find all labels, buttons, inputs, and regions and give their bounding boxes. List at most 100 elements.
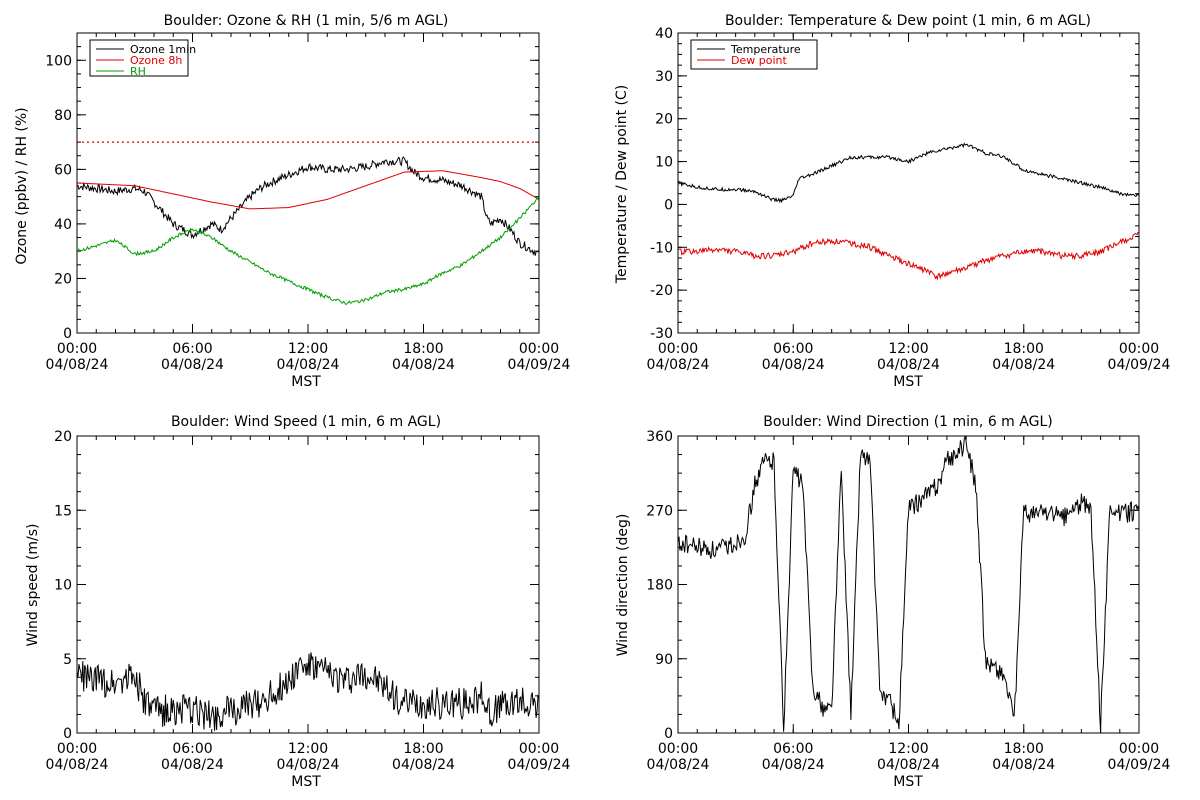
x-tick-label-time: 18:00: [403, 341, 443, 357]
y-tick-label: 20: [54, 429, 72, 445]
x-tick-label-date: 04/08/24: [992, 357, 1055, 373]
y-tick-label: 270: [646, 503, 673, 519]
legend-label-ozone-8h: Ozone 8h: [130, 54, 182, 67]
x-tick-label-time: 00:00: [57, 741, 97, 757]
axis-ticks: 02040608010000:0004/08/2406:0004/08/2412…: [45, 32, 571, 373]
x-tick-label-time: 12:00: [288, 741, 328, 757]
legend-box: [690, 39, 818, 70]
x-tick-label-time: 18:00: [1004, 741, 1044, 757]
plot-lines: [76, 652, 540, 731]
y-tick-label: 5: [63, 652, 72, 668]
x-tick-label-time: 06:00: [172, 741, 212, 757]
x-tick-label-date: 04/08/24: [46, 357, 109, 373]
y-tick-label: 0: [664, 726, 673, 742]
x-tick-label-date: 04/09/24: [1108, 757, 1171, 773]
x-tick-label-time: 00:00: [57, 341, 97, 357]
series-line-temperature: [677, 142, 1140, 204]
y-tick-label: 10: [54, 578, 72, 594]
legend-label-temperature: Temperature: [730, 43, 801, 56]
plot-lines: [76, 141, 540, 305]
x-tick-label-date: 04/08/24: [762, 357, 825, 373]
x-tick-label-time: 18:00: [1004, 341, 1044, 357]
plot-frame: [76, 435, 540, 734]
y-axis-label: Wind direction (deg): [615, 514, 631, 657]
y-axis-label: Temperature / Dew point (C): [614, 85, 630, 284]
x-tick-label-time: 00:00: [519, 341, 559, 357]
y-tick-label: 30: [655, 69, 673, 85]
x-tick-label-time: 00:00: [1119, 341, 1159, 357]
series-line-rh: [76, 195, 540, 305]
legend-box: [89, 39, 189, 77]
y-tick-label: 360: [646, 429, 673, 445]
series-line-ozone-1min: [76, 156, 540, 256]
chart-title: Boulder: Ozone & RH (1 min, 5/6 m AGL): [164, 13, 449, 29]
x-tick-label-time: 12:00: [288, 341, 328, 357]
y-tick-label: 60: [54, 162, 72, 178]
x-axis-label: MST: [291, 374, 321, 390]
x-axis-label: MST: [291, 774, 321, 790]
y-tick-label: 80: [54, 108, 72, 124]
x-tick-label-date: 04/08/24: [161, 357, 224, 373]
x-axis-label: MST: [893, 774, 923, 790]
axis-ticks: 0510152000:0004/08/2406:0004/08/2412:000…: [46, 429, 571, 773]
y-tick-label: 180: [646, 578, 673, 594]
x-tick-label-date: 04/09/24: [508, 757, 571, 773]
x-tick-label-date: 04/08/24: [277, 357, 340, 373]
y-tick-label: 40: [655, 26, 673, 42]
x-axis-label: MST: [893, 374, 923, 390]
x-tick-label-date: 04/09/24: [1108, 357, 1171, 373]
x-tick-label-time: 06:00: [773, 741, 813, 757]
x-tick-label-time: 06:00: [773, 341, 813, 357]
x-tick-label-date: 04/08/24: [647, 757, 710, 773]
x-tick-label-date: 04/08/24: [277, 757, 340, 773]
wind-direction-chart: Boulder: Wind Direction (1 min, 6 m AGL)…: [615, 414, 1171, 790]
y-axis-label: Wind speed (m/s): [25, 524, 41, 647]
legend-label-dew-point: Dew point: [731, 54, 787, 67]
x-tick-label-date: 04/08/24: [392, 757, 455, 773]
y-tick-label: 20: [54, 271, 72, 287]
x-tick-label-date: 04/08/24: [877, 357, 940, 373]
y-tick-label: -20: [650, 283, 673, 299]
temperature-dewpoint-chart: Boulder: Temperature & Dew point (1 min,…: [614, 13, 1171, 390]
y-tick-label: -30: [650, 326, 673, 342]
x-tick-label-time: 00:00: [658, 741, 698, 757]
axis-ticks: 09018027036000:0004/08/2406:0004/08/2412…: [646, 429, 1170, 773]
chart-title: Boulder: Temperature & Dew point (1 min,…: [725, 13, 1091, 29]
y-axis-label: Ozone (ppbv) / RH (%): [14, 107, 30, 264]
x-tick-label-date: 04/08/24: [392, 357, 455, 373]
x-tick-label-time: 12:00: [888, 741, 928, 757]
y-tick-label: 90: [655, 652, 673, 668]
legend: Temperature Dew point: [690, 39, 818, 70]
legend-label-ozone-1min: Ozone 1min: [130, 43, 196, 56]
y-tick-label: 10: [655, 155, 673, 171]
legend-label-rh: RH: [130, 65, 146, 78]
x-tick-label-date: 04/08/24: [992, 757, 1055, 773]
series-line-series-0: [677, 435, 1140, 733]
wind-speed-chart: Boulder: Wind Speed (1 min, 6 m AGL) Win…: [25, 414, 571, 790]
series-line-ozone-8h: [77, 170, 540, 210]
y-tick-label: 20: [655, 112, 673, 128]
x-tick-label-time: 00:00: [1119, 741, 1159, 757]
legend: Ozone 1min Ozone 8h RH: [89, 39, 196, 78]
plot-frame: [76, 32, 540, 334]
plot-lines: [677, 142, 1140, 281]
x-tick-label-date: 04/08/24: [762, 757, 825, 773]
axis-ticks: -30-20-1001020304000:0004/08/2406:0004/0…: [647, 26, 1171, 373]
x-tick-label-date: 04/09/24: [508, 357, 571, 373]
y-tick-label: 40: [54, 217, 72, 233]
x-tick-label-time: 06:00: [172, 341, 212, 357]
x-tick-label-date: 04/08/24: [161, 757, 224, 773]
series-line-series-0: [76, 652, 540, 731]
y-tick-label: 0: [63, 326, 72, 342]
x-tick-label-date: 04/08/24: [877, 757, 940, 773]
x-tick-label-date: 04/08/24: [46, 757, 109, 773]
y-tick-label: 15: [54, 503, 72, 519]
plot-frame: [677, 435, 1140, 734]
x-tick-label-time: 00:00: [658, 341, 698, 357]
chart-title: Boulder: Wind Direction (1 min, 6 m AGL): [763, 414, 1052, 430]
y-tick-label: 100: [45, 53, 72, 69]
y-tick-label: 0: [63, 726, 72, 742]
plot-frame: [677, 32, 1140, 334]
chart-title: Boulder: Wind Speed (1 min, 6 m AGL): [171, 414, 441, 430]
